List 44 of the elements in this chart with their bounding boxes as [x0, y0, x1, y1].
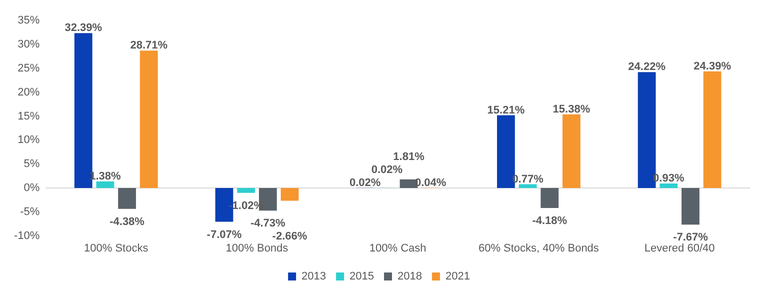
data-label: -7.07% [206, 228, 242, 241]
y-tick-label: 25% [18, 62, 40, 74]
y-tick-label: 35% [18, 14, 40, 27]
data-label: 15.38% [552, 103, 590, 116]
y-tick-label: 5% [24, 158, 40, 170]
data-label: 0.02% [349, 176, 381, 189]
legend-label: 2013 [302, 270, 326, 283]
legend-label: 2015 [350, 270, 374, 283]
x-tick-label: 100% Stocks [84, 242, 149, 254]
x-tick-label: 60% Stocks, 40% Bonds [478, 242, 600, 254]
data-label: 1.81% [393, 150, 425, 163]
data-label: 28.71% [130, 40, 168, 52]
data-label: -4.38% [110, 216, 145, 228]
y-tick-label: 0% [24, 182, 40, 194]
y-tick-label: 30% [18, 38, 40, 51]
y-tick-label: 20% [18, 86, 40, 98]
x-tick-label: Levered 60/40 [644, 242, 715, 254]
data-label: 24.22% [628, 61, 666, 74]
y-tick-label: 10% [18, 134, 40, 146]
data-label: -4.73% [250, 218, 286, 230]
data-label: -7.67% [673, 232, 708, 244]
bar [540, 188, 559, 208]
x-tick-label: 100% Bonds [226, 242, 289, 254]
bar [140, 50, 158, 188]
data-label: 0.02% [371, 164, 403, 176]
y-tick-label: -5% [20, 206, 40, 218]
bar [682, 188, 700, 225]
bar [703, 71, 722, 188]
data-label: -4.18% [532, 215, 568, 227]
bar [96, 181, 114, 188]
bar [562, 114, 580, 188]
data-label: 32.39% [64, 22, 102, 34]
legend-label: 2021 [445, 270, 470, 283]
y-tick-label: 15% [18, 110, 40, 122]
y-tick-label: -10% [14, 230, 40, 242]
bar [237, 188, 256, 193]
legend-label: 2018 [398, 270, 422, 283]
data-label: 24.39% [694, 60, 732, 72]
data-label: 15.21% [487, 104, 525, 116]
x-tick-label: 100% Cash [369, 242, 426, 254]
bar [660, 184, 678, 188]
bar [280, 188, 299, 201]
data-label: -2.66% [272, 230, 308, 243]
bar [118, 188, 136, 209]
